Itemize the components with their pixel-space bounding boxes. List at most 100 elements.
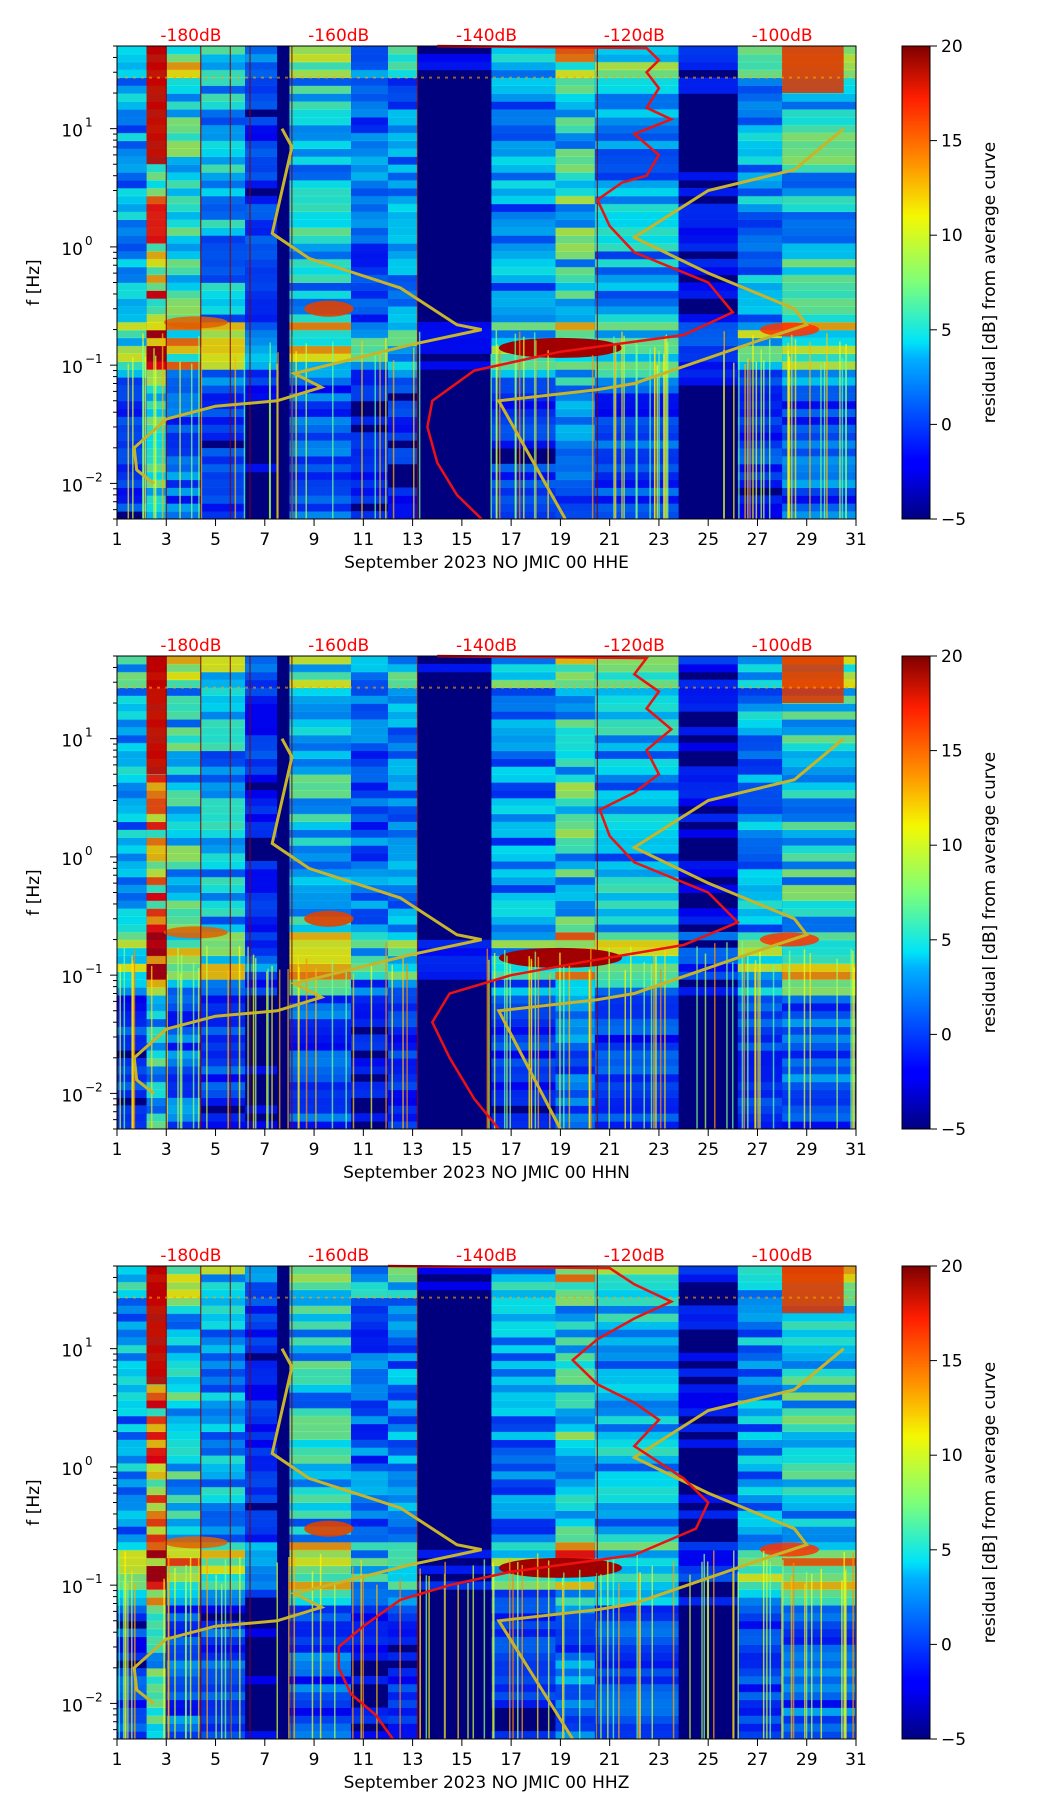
heatmap-streak xyxy=(737,1571,739,1739)
heatmap-cell xyxy=(351,1652,388,1661)
heatmap-streak xyxy=(733,1550,735,1739)
heatmap-cell xyxy=(491,1400,556,1409)
heatmap-cell xyxy=(146,1400,167,1409)
heatmap-cell xyxy=(166,1097,201,1106)
heatmap-cell xyxy=(491,876,556,886)
heatmap-streak xyxy=(658,350,660,519)
heatmap-cell xyxy=(782,1336,856,1346)
heatmap-cell xyxy=(737,876,783,886)
heatmap-cell xyxy=(594,53,679,63)
heatmap-cell xyxy=(782,266,856,276)
heatmap-cell xyxy=(782,1352,856,1362)
heatmap-cell xyxy=(166,1683,201,1693)
heatmap-cell xyxy=(166,1058,201,1067)
heatmap-cell xyxy=(166,955,201,964)
heatmap-cell xyxy=(737,416,783,425)
heatmap-cell xyxy=(555,156,595,165)
colorbar-tick-label: 15 xyxy=(941,742,963,762)
heatmap-cell xyxy=(555,329,595,339)
x-tick-label: 13 xyxy=(402,530,424,550)
heatmap-cell xyxy=(737,1541,783,1551)
heatmap-cell xyxy=(117,345,147,354)
heatmap-cell xyxy=(737,408,783,418)
heatmap-cell xyxy=(146,1463,167,1472)
heatmap-cell xyxy=(555,1050,595,1059)
db-scale-label: -180dB xyxy=(160,636,221,656)
heatmap-cell xyxy=(117,884,147,893)
heatmap-streak xyxy=(370,965,373,1129)
heatmap-cell xyxy=(387,1407,418,1417)
heatmap-cell xyxy=(289,750,352,759)
heatmap-streak xyxy=(562,1585,564,1739)
heatmap-cell xyxy=(555,1463,595,1472)
heatmap-cell xyxy=(351,1392,388,1401)
heatmap-cell xyxy=(555,227,595,236)
heatmap-cell xyxy=(737,868,783,878)
heatmap-cell xyxy=(351,853,388,862)
heatmap-cell xyxy=(555,719,595,728)
heatmap-cell xyxy=(245,1329,278,1338)
db-scale-label: -100dB xyxy=(752,636,813,656)
colorbar-tick-label: 20 xyxy=(941,37,963,57)
heatmap-cell xyxy=(555,931,595,941)
heatmap-cell xyxy=(146,1455,167,1464)
heatmap-cell xyxy=(117,148,147,157)
heatmap-cell xyxy=(555,1478,595,1488)
heatmap-cell xyxy=(782,884,856,893)
heatmap-cell xyxy=(117,1266,147,1275)
noise-model-curve xyxy=(132,127,482,485)
heatmap-streak xyxy=(493,952,496,1129)
heatmap-streak xyxy=(518,331,521,519)
heatmap-cell xyxy=(289,227,352,236)
heatmap-cell xyxy=(491,1089,556,1098)
heatmap-cell xyxy=(555,235,595,244)
heatmap-cell xyxy=(594,93,679,102)
heatmap-cell xyxy=(166,471,201,481)
heatmap-cell xyxy=(678,258,738,268)
heatmap-cell xyxy=(737,77,783,86)
heatmap-cell xyxy=(555,290,595,299)
heatmap-cell xyxy=(387,1620,418,1630)
heatmap-cell xyxy=(117,790,147,799)
heatmap-cell xyxy=(289,109,352,118)
x-tick-label: 1 xyxy=(112,1750,123,1770)
heatmap-cell xyxy=(387,1470,418,1480)
heatmap-cell xyxy=(146,1494,167,1503)
heatmap-cell xyxy=(782,1549,856,1559)
heatmap-cell xyxy=(146,837,167,846)
heatmap-cell xyxy=(146,1121,167,1130)
heatmap-cell xyxy=(166,463,201,473)
heatmap-hot-region xyxy=(782,46,844,94)
heatmap-cell xyxy=(491,924,556,933)
heatmap-cell xyxy=(387,250,418,260)
heatmap-cell xyxy=(351,77,388,86)
heatmap-streak xyxy=(665,334,668,519)
heatmap-cell xyxy=(146,884,167,893)
heatmap-cell xyxy=(245,829,278,838)
heatmap-cell xyxy=(555,1423,595,1433)
heatmap-cell xyxy=(555,1042,595,1051)
heatmap-cell xyxy=(245,1384,278,1393)
heatmap-cell xyxy=(737,1321,783,1330)
heatmap-cell xyxy=(782,860,856,870)
x-tick-label: 1 xyxy=(112,530,123,550)
heatmap-streak xyxy=(521,1564,524,1739)
heatmap-cell xyxy=(491,187,556,197)
heatmap-cell xyxy=(491,1455,556,1464)
heatmap-cell xyxy=(594,1081,679,1091)
heatmap-cell xyxy=(737,1313,783,1322)
heatmap-cell xyxy=(387,1289,418,1299)
heatmap-cell xyxy=(351,1297,388,1306)
heatmap-cell xyxy=(351,679,388,689)
heatmap-cell xyxy=(166,1675,201,1685)
heatmap-cell xyxy=(146,1526,167,1535)
heatmap-streak xyxy=(467,1583,469,1739)
heatmap-cell xyxy=(594,227,679,236)
heatmap-cell xyxy=(491,124,556,134)
heatmap-cell xyxy=(200,487,246,496)
heatmap-cell xyxy=(491,987,556,996)
heatmap-cell xyxy=(117,1494,147,1503)
heatmap-cell xyxy=(117,298,147,307)
heatmap-cell xyxy=(555,853,595,862)
heatmap-cell xyxy=(117,369,147,378)
